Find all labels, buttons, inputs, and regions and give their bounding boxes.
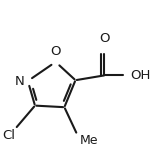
Text: Me: Me (80, 134, 99, 147)
Text: O: O (50, 45, 61, 58)
Text: N: N (15, 75, 25, 87)
Text: O: O (99, 32, 109, 45)
Text: OH: OH (130, 69, 151, 82)
Text: Cl: Cl (2, 129, 15, 142)
